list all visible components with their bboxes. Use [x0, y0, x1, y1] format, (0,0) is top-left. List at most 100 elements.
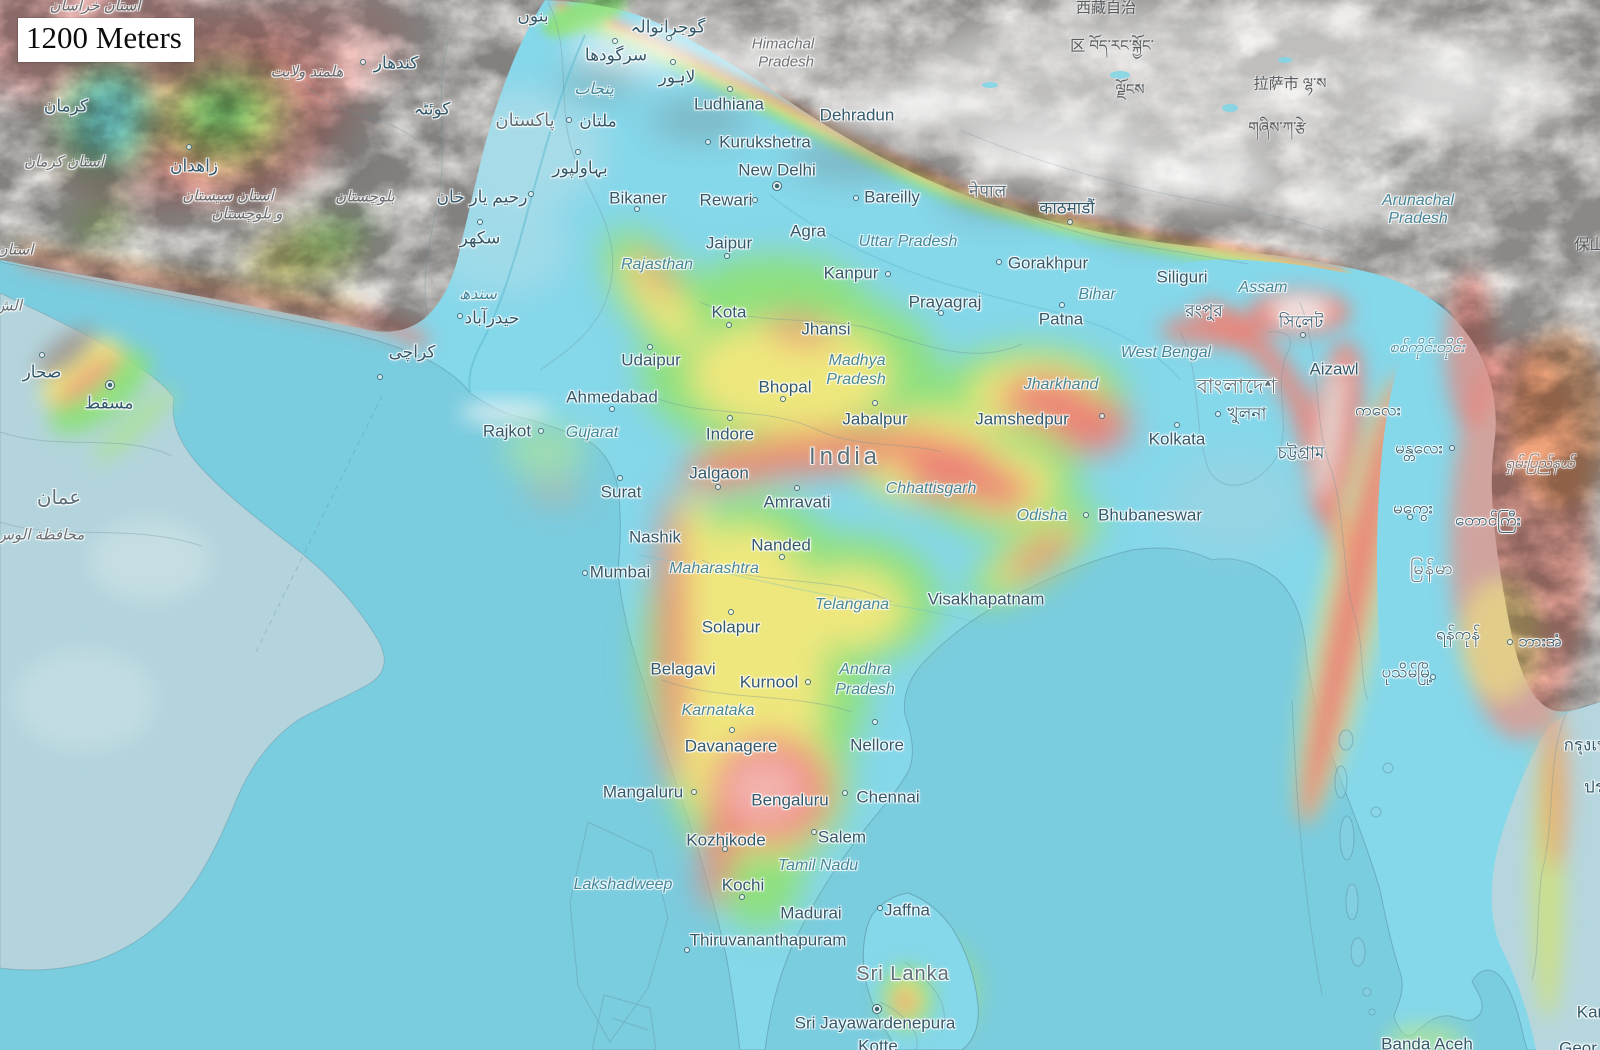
map-label: Bihar: [1078, 286, 1116, 303]
map-label: Jhansi: [801, 319, 851, 339]
map-label: Chhattisgarh: [885, 480, 977, 497]
map-label: عمان: [36, 487, 82, 509]
map-label: Kotte: [858, 1036, 898, 1050]
map-label: Odisha: [1016, 507, 1068, 524]
map-label: لاہور: [658, 67, 696, 87]
map-label: محافظة الوس: [0, 526, 85, 544]
map-label: Nellore: [850, 735, 904, 755]
map-label: မန္တလေး: [1395, 438, 1443, 458]
map-label: India: [808, 443, 882, 470]
city-marker: [1083, 512, 1089, 518]
map-label: پاکستان: [495, 110, 555, 130]
map-label: Nanded: [751, 535, 811, 555]
city-marker: [1300, 332, 1306, 338]
city-marker: [727, 415, 733, 421]
map-label: Rajkot: [482, 421, 532, 441]
map-label: Gujarat: [565, 424, 619, 441]
map-label: Maharashtra: [669, 560, 759, 577]
map-label: Jaffna: [883, 900, 931, 920]
map-label: Chennai: [856, 787, 920, 807]
city-marker: [727, 86, 733, 92]
map-label: بلوچستان: [335, 188, 395, 206]
map-label: پنجاب: [574, 81, 614, 98]
map-label: Bareilly: [864, 187, 920, 207]
city-marker: [1215, 411, 1221, 417]
map-label: Himachal: [751, 35, 815, 53]
map-label: မကွေး: [1393, 498, 1433, 518]
map-label: সিলেট: [1278, 312, 1324, 332]
city-marker: [566, 117, 572, 123]
map-label: Banda Aceh: [1381, 1034, 1473, 1050]
map-label: Ludhiana: [694, 94, 764, 114]
map-label: Jamshedpur: [975, 409, 1069, 429]
city-marker: [666, 35, 672, 41]
map-label: Udaipur: [621, 350, 681, 370]
city-marker: [684, 947, 690, 953]
map-label: زاهدان: [169, 156, 219, 176]
map-label: စစ်ကိုင်းတိုင်း: [1389, 339, 1465, 356]
city-marker: [575, 149, 581, 155]
map-label: Pradesh: [835, 681, 895, 698]
map-label: بنوں: [517, 6, 549, 26]
map-label: سرگودھا: [584, 45, 648, 65]
map-label: Kanpur: [823, 263, 879, 283]
city-marker: [726, 322, 732, 328]
map-label: Belagavi: [650, 659, 716, 679]
map-label: Geor: [1559, 1038, 1597, 1050]
city-marker: [872, 719, 878, 725]
map-label: 西藏自治: [1075, 0, 1137, 17]
city-marker: [670, 59, 676, 65]
map-label: Dehradun: [819, 105, 895, 125]
map-label: တောင်ကြီး: [1454, 510, 1522, 530]
city-marker: [528, 191, 534, 197]
map-label: ရန်ကုန်: [1436, 624, 1480, 644]
city-marker: [805, 679, 811, 685]
map-label: Kota: [711, 302, 747, 322]
map-label: Sri Lanka: [856, 963, 950, 985]
map-label: Ahmedabad: [566, 387, 658, 407]
city-marker: [1449, 445, 1455, 451]
map-label: Andhra: [839, 661, 891, 678]
city-marker: [996, 259, 1002, 265]
city-marker: [842, 790, 848, 796]
map-label: Bhubaneswar: [1098, 505, 1202, 525]
map-label: استان: [0, 241, 34, 259]
map-label: Mangaluru: [602, 782, 684, 802]
map-label: Madhya: [828, 352, 886, 369]
city-marker: [634, 206, 640, 212]
map-label: Solapur: [701, 617, 761, 637]
map-label: حیدرآباد: [464, 308, 520, 328]
city-marker: [39, 352, 45, 358]
map-label: بہاولپور: [552, 158, 608, 178]
map-label: বাংলাদেশ: [1196, 376, 1278, 398]
city-marker: [872, 400, 878, 406]
map-label: Kolkata: [1148, 429, 1206, 449]
map-label: هلمند ولایت: [270, 63, 344, 81]
map-label: Kar: [1576, 1002, 1600, 1022]
city-marker: [780, 396, 786, 402]
city-marker: [728, 609, 734, 615]
map-label: کندهار: [373, 53, 419, 73]
map-label: မြန်မာ: [1410, 558, 1454, 578]
map-label: Nashik: [629, 527, 681, 547]
city-marker: [377, 374, 383, 380]
map-label: काठमाडौं: [1039, 198, 1095, 218]
map-label: سندھ: [459, 286, 497, 303]
city-marker: [1099, 413, 1105, 419]
city-marker: [853, 195, 859, 201]
map-label: صحار: [22, 362, 62, 382]
city-marker: [938, 310, 944, 316]
map-label: กรุงเท: [1563, 735, 1600, 755]
map-label: ပုသိမ်မြို့: [1381, 662, 1433, 682]
map-label: استان سیستان: [182, 187, 274, 205]
map-label: ལྗོངས: [1115, 81, 1145, 99]
city-marker: [729, 727, 735, 733]
map-label: Patna: [1038, 309, 1084, 329]
map-label: Jaipur: [705, 233, 753, 253]
map-label: Davanagere: [684, 736, 778, 756]
elevation-legend: 1200 Meters: [18, 18, 194, 62]
map-label: سکھر: [459, 228, 501, 248]
map-label: Surat: [600, 482, 642, 502]
